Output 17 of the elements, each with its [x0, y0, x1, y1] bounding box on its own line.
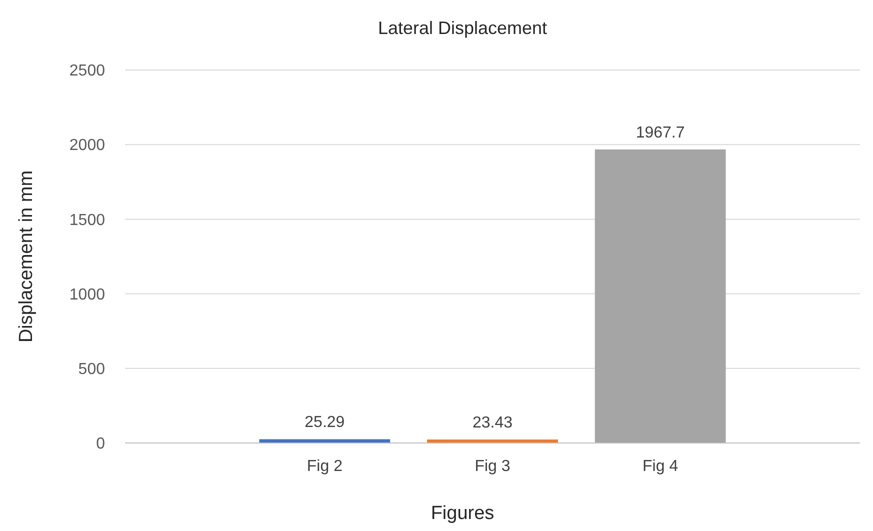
- x-tick-label: Fig 3: [474, 458, 510, 475]
- y-axis-title: Displacement in mm: [16, 170, 37, 343]
- data-label: 23.43: [472, 414, 513, 432]
- x-tick-label: Fig 4: [642, 458, 678, 475]
- y-tick-label: 1500: [69, 212, 106, 229]
- y-tick-label: 1000: [69, 286, 106, 304]
- chart-title: Lateral Displacement: [378, 18, 548, 38]
- x-axis-title: Figures: [430, 503, 494, 524]
- x-tick-label: Fig 2: [306, 458, 343, 475]
- y-tick-label: 500: [78, 361, 106, 378]
- y-tick-label: 2000: [69, 137, 106, 154]
- data-label: 1967.7: [636, 124, 685, 142]
- bar: [594, 149, 726, 443]
- data-label: 25.29: [304, 414, 345, 432]
- y-tick-label: 2500: [69, 62, 106, 80]
- bar: [259, 439, 390, 443]
- y-tick-label: 0: [96, 436, 106, 453]
